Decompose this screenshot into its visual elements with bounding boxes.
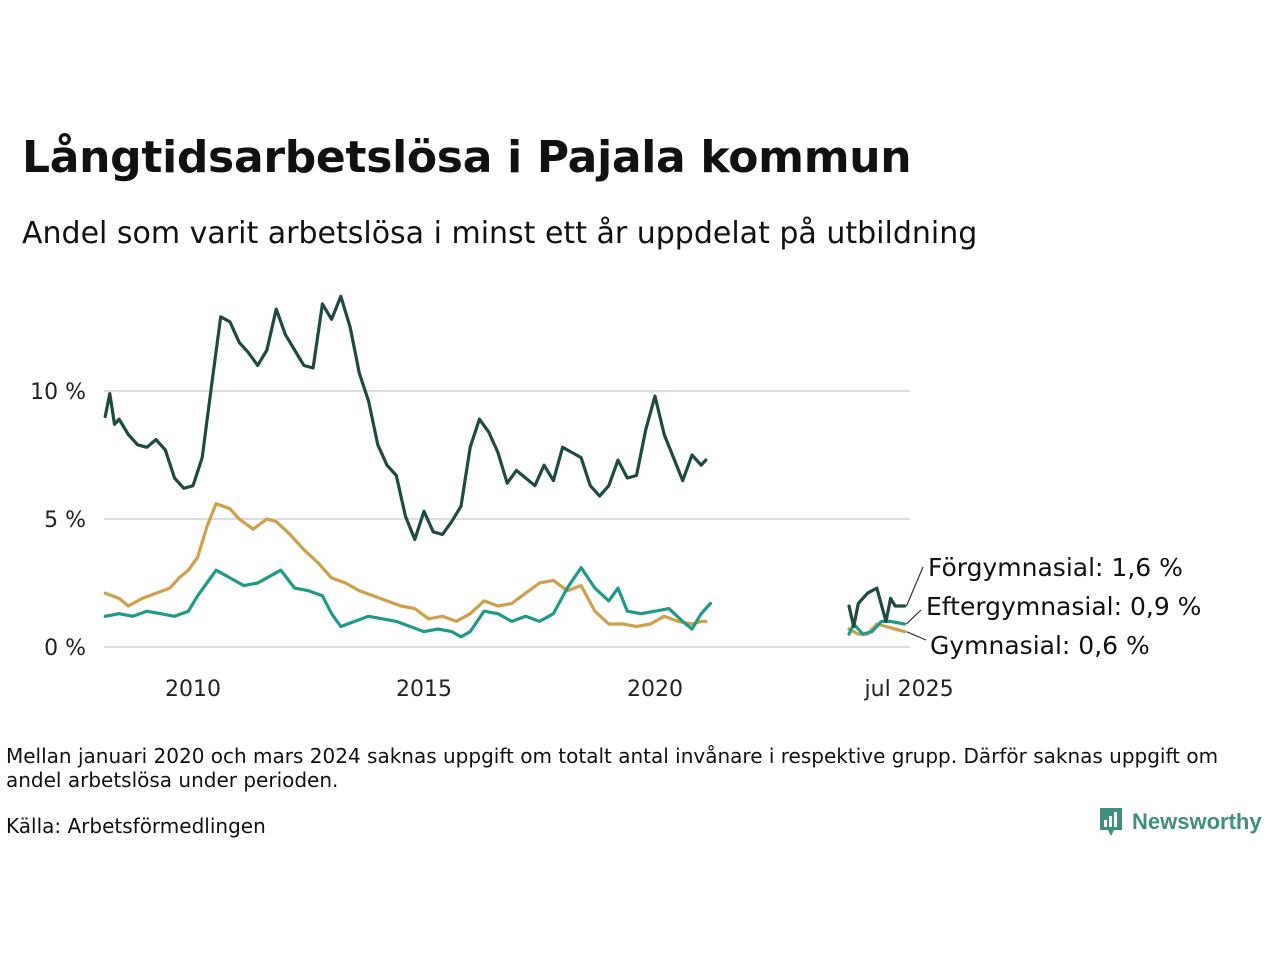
- end-label-leader: [906, 631, 927, 641]
- source-note: Källa: Arbetsförmedlingen: [6, 814, 266, 838]
- brand-name: Newsworthy: [1132, 809, 1262, 834]
- chart-title: Långtidsarbetslösa i Pajala kommun: [22, 132, 912, 183]
- end-label-forgymnasial: Förgymnasial: 1,6 %: [928, 553, 1183, 582]
- end-label-eftergymnasial: Eftergymnasial: 0,9 %: [926, 592, 1201, 621]
- x-axis-ticks: 2010 2015 2020 jul 2025: [165, 677, 954, 702]
- end-labels: Förgymnasial: 1,6 % Eftergymnasial: 0,9 %…: [905, 553, 1201, 660]
- series-line-forgymnasial: [847, 586, 907, 629]
- x-tick-label: 2015: [396, 677, 452, 702]
- end-label-leader: [906, 609, 922, 625]
- x-tick-label: 2010: [165, 677, 221, 702]
- y-axis-ticks: 0 % 5 % 10 %: [30, 380, 86, 661]
- footnote: Mellan januari 2020 och mars 2024 saknas…: [6, 744, 1219, 792]
- y-tick-label: 0 %: [44, 636, 86, 661]
- x-tick-label: 2020: [627, 677, 683, 702]
- brand-logo: Newsworthy: [1098, 806, 1262, 838]
- series-line-eftergymnasial: [103, 566, 712, 639]
- end-label-gymnasial: Gymnasial: 0,6 %: [930, 631, 1150, 660]
- y-tick-label: 5 %: [44, 508, 86, 533]
- chart-subtitle: Andel som varit arbetslösa i minst ett å…: [22, 216, 978, 251]
- series-line-forgymnasial: [103, 294, 708, 542]
- series-lines: [103, 294, 907, 639]
- series-line-gymnasial: [847, 622, 907, 636]
- line-chart: 0 % 5 % 10 % 2010 2015 2020 jul 2025 Förgymna…: [30, 294, 1201, 702]
- x-tick-label: jul 2025: [864, 677, 954, 702]
- y-tick-label: 10 %: [30, 380, 86, 405]
- gridlines: [104, 390, 910, 648]
- series-line-gymnasial: [103, 502, 708, 629]
- newsworthy-logo-icon: [1100, 808, 1122, 836]
- end-label-leader: [905, 566, 924, 607]
